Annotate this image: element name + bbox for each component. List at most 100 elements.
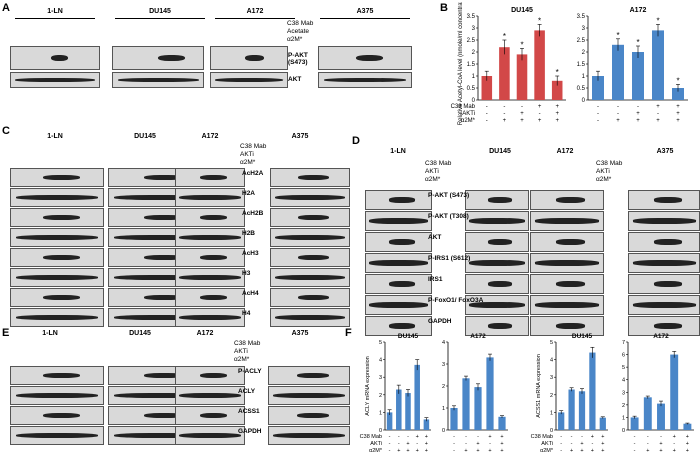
treatment-sign: + [500, 448, 503, 454]
cell-line-title: A172 [246, 8, 264, 15]
treatment-sign: - [489, 441, 491, 447]
blot-label: AKT [288, 76, 302, 83]
y-tick-label: 3.5 [467, 14, 476, 20]
treatment-sign: + [425, 434, 428, 440]
y-axis-label: ACLY mRNA expression [365, 356, 371, 415]
treatment-sign: - [617, 104, 619, 110]
treatment-sign: + [659, 448, 662, 454]
y-tick-label: 1 [379, 410, 382, 416]
cell-line-title: A375 [291, 133, 309, 140]
significance-mark: * [676, 76, 679, 85]
panel-letter-e: E [2, 327, 10, 339]
western-blot [270, 208, 350, 227]
blot-label: H4 [242, 310, 251, 317]
panel-letter-d: D [352, 135, 360, 147]
treatment-sign: + [580, 441, 583, 447]
blot-label: H2B [242, 230, 256, 237]
treatment-sign: + [636, 111, 640, 117]
cell-line-title: A172 [196, 330, 214, 337]
treatment-label: AKTi [370, 441, 382, 447]
panel-letter-f: F [345, 327, 352, 339]
bar [612, 44, 624, 100]
bar [414, 364, 420, 430]
y-tick-label: 4 [550, 358, 553, 364]
treatment-sign: + [503, 118, 507, 124]
significance-mark: * [656, 16, 659, 25]
panel-letter-a: A [2, 2, 10, 14]
blot-label: AcH2B [242, 210, 264, 217]
western-blot [365, 295, 432, 315]
blot-label: AcH4 [242, 290, 259, 297]
y-tick-label: 7 [622, 340, 625, 346]
bar [534, 30, 545, 100]
treatment-sign: - [571, 441, 573, 447]
treatment-sign: - [634, 441, 636, 447]
cell-line-title: DU145 [149, 8, 171, 15]
bar [568, 389, 575, 430]
western-blot [628, 274, 700, 294]
western-blot [628, 316, 700, 336]
blot-label: H3 [242, 270, 251, 277]
western-blot [628, 232, 700, 252]
y-tick-label: 0.5 [467, 86, 476, 92]
treatment-label: AKTi [541, 441, 553, 447]
treatment-sign: + [656, 104, 660, 110]
treatment-sign: - [539, 111, 541, 117]
significance-mark: * [636, 38, 639, 47]
cell-line-title: A375 [656, 148, 674, 155]
western-blot [270, 308, 350, 327]
treatment-label-c38: C38 Mab [287, 20, 314, 27]
blot-label: AcH2A [242, 170, 264, 177]
bar [652, 30, 664, 100]
western-blot [10, 406, 104, 425]
western-blot [465, 295, 529, 315]
treatment-sign: + [659, 441, 662, 447]
treatment-sign: + [591, 434, 594, 440]
y-tick-label: 3 [379, 375, 382, 381]
y-tick-label: 0 [472, 98, 476, 104]
y-tick-label: 0 [582, 98, 586, 104]
treatment-sign: + [500, 434, 503, 440]
bar [481, 76, 493, 100]
treatment-sign: + [676, 111, 680, 117]
title-underline [15, 18, 95, 19]
western-blot [175, 168, 245, 187]
western-blot [465, 190, 529, 210]
western-blot [175, 208, 245, 227]
y-tick-label: 0 [379, 428, 382, 434]
treatment-label-akti: AKTi [425, 168, 439, 175]
treatment-sign: + [425, 441, 428, 447]
treatment-label-akti: AKTi [596, 168, 610, 175]
western-blot [465, 274, 529, 294]
bar [486, 357, 494, 430]
treatment-sign: + [555, 111, 559, 117]
bar [396, 389, 402, 430]
treatment-sign: - [581, 434, 583, 440]
western-blot [10, 46, 100, 70]
blot-label: H2A [242, 190, 256, 197]
y-tick-label: 5 [379, 340, 382, 346]
treatment-sign: + [416, 434, 419, 440]
y-tick-label: 3 [442, 362, 445, 368]
western-blot [268, 366, 350, 385]
cell-line-title: DU145 [129, 330, 151, 337]
treatment-sign: + [676, 118, 680, 124]
treatment-label: C38 Mab [531, 434, 553, 440]
treatment-sign: - [503, 111, 505, 117]
western-blot [270, 288, 350, 307]
cell-line-title: 1-LN [390, 148, 406, 155]
y-tick-label: 6 [622, 353, 625, 359]
western-blot [10, 268, 104, 287]
treatment-label: AKTi [462, 111, 475, 117]
y-tick-label: 2.5 [577, 38, 586, 44]
y-tick-label: 1.5 [467, 62, 476, 68]
treatment-sign: + [673, 448, 676, 454]
significance-mark: * [556, 68, 559, 77]
treatment-sign: + [686, 448, 689, 454]
western-blot [530, 316, 604, 336]
treatment-sign: - [407, 434, 409, 440]
cell-line-title: A172 [556, 148, 574, 155]
